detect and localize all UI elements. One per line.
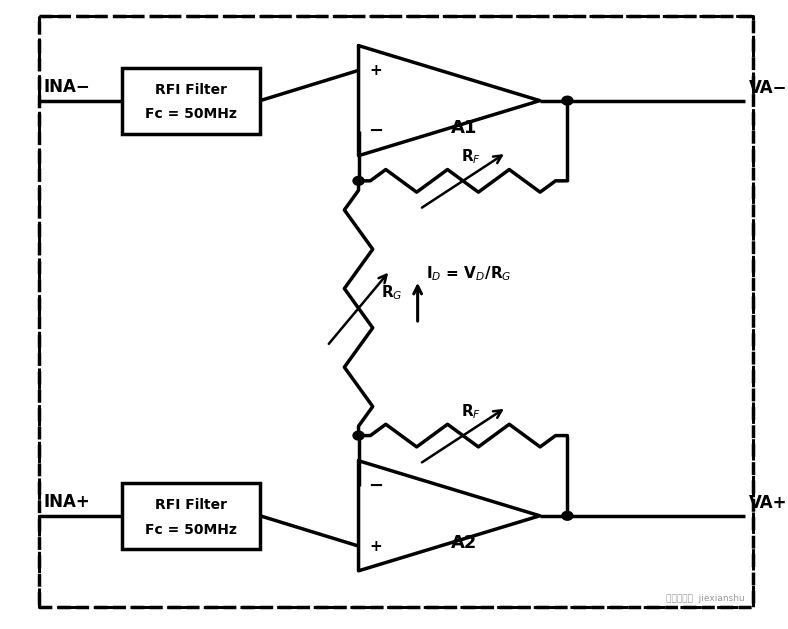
- Text: 集微网微信  jiexianshu: 集微网微信 jiexianshu: [666, 594, 745, 603]
- Text: R$_G$: R$_G$: [381, 283, 402, 302]
- Text: −: −: [368, 122, 384, 140]
- Text: RFI Filter: RFI Filter: [155, 83, 227, 97]
- Text: VA−: VA−: [749, 79, 787, 97]
- Text: R$_F$: R$_F$: [461, 148, 481, 166]
- Text: Fc = 50MHz: Fc = 50MHz: [145, 108, 237, 121]
- Text: R$_F$: R$_F$: [461, 403, 481, 421]
- Text: INA−: INA−: [43, 77, 90, 96]
- Circle shape: [562, 511, 573, 520]
- Text: A2: A2: [451, 534, 477, 552]
- Circle shape: [562, 96, 573, 105]
- Text: Fc = 50MHz: Fc = 50MHz: [145, 523, 237, 537]
- Bar: [122, 68, 260, 134]
- Text: A1: A1: [451, 119, 477, 137]
- Text: RFI Filter: RFI Filter: [155, 498, 227, 512]
- Text: I$_D$ = V$_D$/R$_G$: I$_D$ = V$_D$/R$_G$: [426, 264, 511, 283]
- Circle shape: [353, 431, 364, 440]
- Text: +: +: [370, 63, 382, 78]
- Text: VA+: VA+: [749, 494, 787, 512]
- Text: +: +: [370, 538, 382, 554]
- Text: −: −: [368, 477, 384, 494]
- Circle shape: [353, 176, 364, 186]
- Text: INA+: INA+: [43, 493, 90, 511]
- Bar: [122, 483, 260, 548]
